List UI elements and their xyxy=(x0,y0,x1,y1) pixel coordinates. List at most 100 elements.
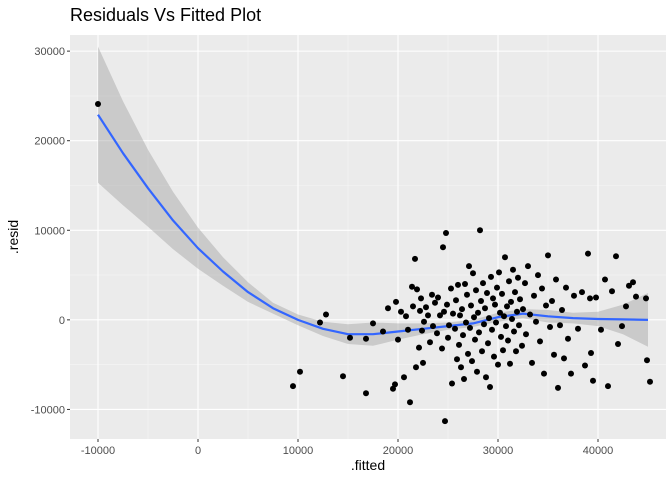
data-point xyxy=(498,333,504,340)
data-point xyxy=(450,310,456,317)
data-point xyxy=(506,278,512,285)
y-axis-ticks: -10000 0 10000 20000 30000 xyxy=(31,46,70,416)
data-point xyxy=(480,280,486,287)
data-point xyxy=(510,266,516,273)
data-point xyxy=(452,325,458,332)
data-point xyxy=(413,364,419,371)
data-point xyxy=(466,263,472,270)
x-tick-label: 0 xyxy=(195,445,201,457)
data-point xyxy=(529,359,535,366)
data-point xyxy=(535,272,541,279)
data-point xyxy=(563,284,569,291)
data-point xyxy=(537,338,543,345)
data-point xyxy=(446,322,452,329)
data-point xyxy=(505,337,511,344)
data-point xyxy=(472,336,478,343)
data-point xyxy=(423,304,429,311)
data-point xyxy=(547,324,553,330)
data-point xyxy=(297,368,303,375)
data-point xyxy=(531,292,537,299)
data-point xyxy=(515,274,521,281)
data-point xyxy=(475,309,481,316)
data-point xyxy=(511,328,517,335)
data-point xyxy=(647,378,653,385)
data-point xyxy=(412,255,418,262)
x-tick-label: 40000 xyxy=(583,445,614,457)
data-point xyxy=(439,345,445,352)
data-point xyxy=(644,357,650,364)
data-point xyxy=(290,383,296,390)
data-point xyxy=(494,284,500,291)
data-point xyxy=(490,295,496,302)
confidence-band-layer xyxy=(98,46,648,347)
data-point xyxy=(440,244,446,251)
data-point xyxy=(503,323,509,330)
data-point xyxy=(363,335,369,342)
data-point xyxy=(403,313,409,320)
data-point xyxy=(416,344,422,351)
data-point xyxy=(323,311,329,318)
data-point xyxy=(493,319,499,326)
data-point xyxy=(419,327,425,334)
data-point xyxy=(401,374,407,381)
data-point xyxy=(460,332,466,339)
data-point xyxy=(519,342,525,349)
data-point xyxy=(484,290,490,296)
data-point xyxy=(393,298,399,305)
data-point xyxy=(609,288,615,295)
data-point xyxy=(392,381,398,388)
data-point xyxy=(523,331,529,338)
data-point xyxy=(405,326,411,333)
data-point xyxy=(568,370,574,377)
data-point xyxy=(559,307,565,313)
data-point xyxy=(454,356,460,363)
data-point xyxy=(455,281,461,288)
data-point xyxy=(437,312,443,319)
data-point xyxy=(613,253,619,260)
data-point xyxy=(463,319,469,326)
data-point xyxy=(410,303,416,310)
data-point xyxy=(571,292,577,299)
data-point xyxy=(432,299,438,306)
data-point xyxy=(398,308,404,315)
x-tick-label: 20000 xyxy=(383,445,414,457)
data-point xyxy=(593,294,599,301)
data-point xyxy=(95,101,101,107)
data-point xyxy=(516,322,522,329)
data-point xyxy=(495,361,501,368)
data-point xyxy=(395,336,401,343)
confidence-band xyxy=(98,46,648,347)
data-point xyxy=(517,296,523,303)
data-point xyxy=(590,377,596,384)
data-point xyxy=(575,325,581,332)
data-point xyxy=(508,298,514,305)
data-point xyxy=(598,326,604,333)
data-point xyxy=(385,305,391,312)
data-point xyxy=(520,306,526,313)
data-point xyxy=(476,329,482,336)
data-point xyxy=(409,283,415,290)
data-point xyxy=(525,263,531,270)
data-point xyxy=(626,282,632,289)
data-point xyxy=(380,328,386,335)
data-point xyxy=(489,326,495,333)
data-point xyxy=(623,303,629,310)
data-point xyxy=(340,373,346,380)
data-point xyxy=(549,298,555,304)
data-point xyxy=(363,390,369,397)
data-point xyxy=(430,323,436,330)
chart-title: Residuals Vs Fitted Plot xyxy=(70,5,261,25)
data-point xyxy=(347,334,353,341)
data-point xyxy=(448,285,454,292)
data-point xyxy=(478,298,484,304)
data-point xyxy=(551,351,557,358)
y-tick-label: 10000 xyxy=(34,225,65,237)
data-point xyxy=(561,355,567,362)
data-point xyxy=(539,285,545,292)
y-tick-label: 30000 xyxy=(34,46,65,58)
data-point xyxy=(619,323,625,330)
data-point xyxy=(467,324,473,331)
data-point xyxy=(468,302,474,309)
y-axis-title: .resid xyxy=(5,220,21,254)
